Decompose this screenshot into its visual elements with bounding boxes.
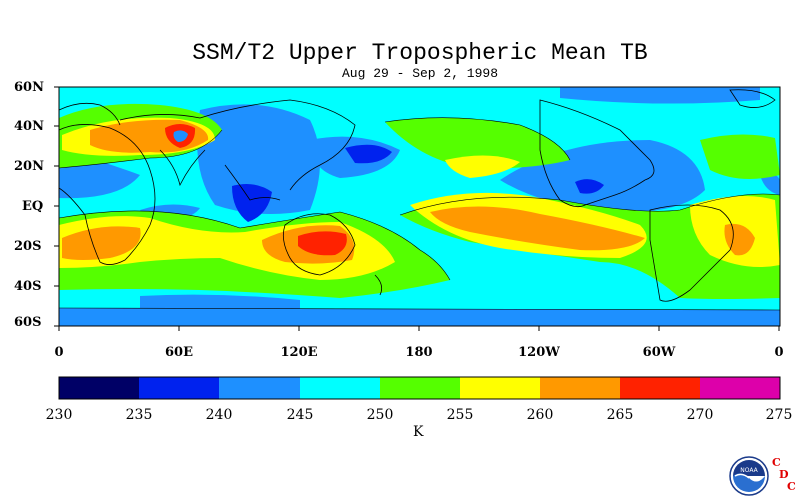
field-260-sh [62, 226, 141, 260]
field-260-pac [430, 206, 645, 251]
field-240-asia [197, 104, 320, 214]
contour-4 [384, 117, 571, 161]
colorbar-bin-8 [620, 377, 700, 399]
colorbar-label-250: 250 [366, 407, 394, 423]
field-255-epac [445, 155, 520, 178]
lon-label-0: 0 [54, 345, 64, 360]
lat-label-20n: 20N [14, 159, 44, 174]
colorbar-label-235: 235 [125, 407, 153, 423]
cdc-letter-1: C [772, 456, 781, 469]
colorbar-bin-5 [380, 377, 460, 399]
field-235-npac [345, 144, 392, 164]
map-field [59, 87, 780, 326]
colorbar-bin-7 [540, 377, 620, 399]
lon-label-60w: 60W [642, 345, 676, 360]
colorbar-bin-6 [460, 377, 540, 399]
coast-nz [374, 274, 383, 296]
field-235-indonesia [232, 184, 272, 222]
colorbar-label-230: 230 [45, 407, 73, 423]
lon-label-60e: 60E [165, 345, 193, 360]
coast-greenland [729, 89, 776, 108]
colorbar-label-255: 255 [446, 407, 474, 423]
colorbar-label-270: 270 [686, 407, 714, 423]
coast-seasia [224, 164, 281, 201]
field-250-npac [385, 117, 570, 169]
coast-europe [58, 102, 121, 126]
colorbar-frame [58, 376, 781, 400]
lon-label-120w: 120W [518, 345, 560, 360]
coast-samerica [649, 204, 734, 302]
field-240-eq [760, 173, 780, 195]
noaa-logo-text: NOAA [740, 467, 758, 474]
lat-label-60n: 60N [14, 80, 44, 95]
colorbar-label-245: 245 [286, 407, 314, 423]
map-title: SSM/T2 Upper Tropospheric Mean TB [192, 40, 648, 66]
lat-label-20s: 20S [14, 239, 42, 254]
contours [58, 117, 781, 311]
colorbar-bin-2 [139, 377, 219, 399]
lon-label-120e: 120E [280, 345, 318, 360]
colorbar-label-260: 260 [526, 407, 554, 423]
colorbar-bin-1 [59, 377, 139, 399]
field-250-natl [700, 134, 780, 179]
lon-ticks [58, 326, 780, 331]
lat-label-40s: 40S [14, 279, 42, 294]
lat-ticks [54, 86, 59, 327]
contour-2 [399, 193, 781, 216]
field-235-atl [575, 179, 604, 194]
map-subtitle: Aug 29 - Sep 2, 1998 [341, 66, 499, 81]
field-240-top [560, 87, 760, 104]
field-240-south2 [140, 294, 300, 326]
colorbar-unit: K [413, 424, 424, 440]
colorbar-label-240: 240 [205, 407, 233, 423]
lon-label-180: 180 [405, 345, 433, 360]
coast-africa [58, 124, 156, 265]
lat-label-60s: 60S [14, 315, 42, 330]
colorbar-bin-4 [300, 377, 380, 399]
cdc-letter-2: D [779, 468, 789, 481]
colorbar [58, 376, 781, 400]
cdc-letter-3: C [787, 480, 796, 493]
colorbar-label-265: 265 [606, 407, 634, 423]
coast-india [159, 149, 206, 187]
field-260-sam [724, 223, 755, 256]
field-250-tibet-core [173, 130, 188, 142]
colorbar-label-275: 275 [765, 407, 793, 423]
contour-5 [58, 307, 781, 311]
lon-label-0-end: 0 [774, 345, 784, 360]
lat-label-40n: 40N [14, 119, 44, 134]
coast-asia [119, 99, 356, 191]
contour-1 [58, 210, 451, 281]
contour-3 [58, 129, 223, 169]
noaa-logo-icon: NOAA [729, 456, 769, 496]
colorbar-bin-9 [700, 377, 780, 399]
colorbar-bin-3 [219, 377, 300, 399]
lat-label-eq: EQ [22, 199, 44, 214]
field-265-aus [298, 231, 347, 256]
